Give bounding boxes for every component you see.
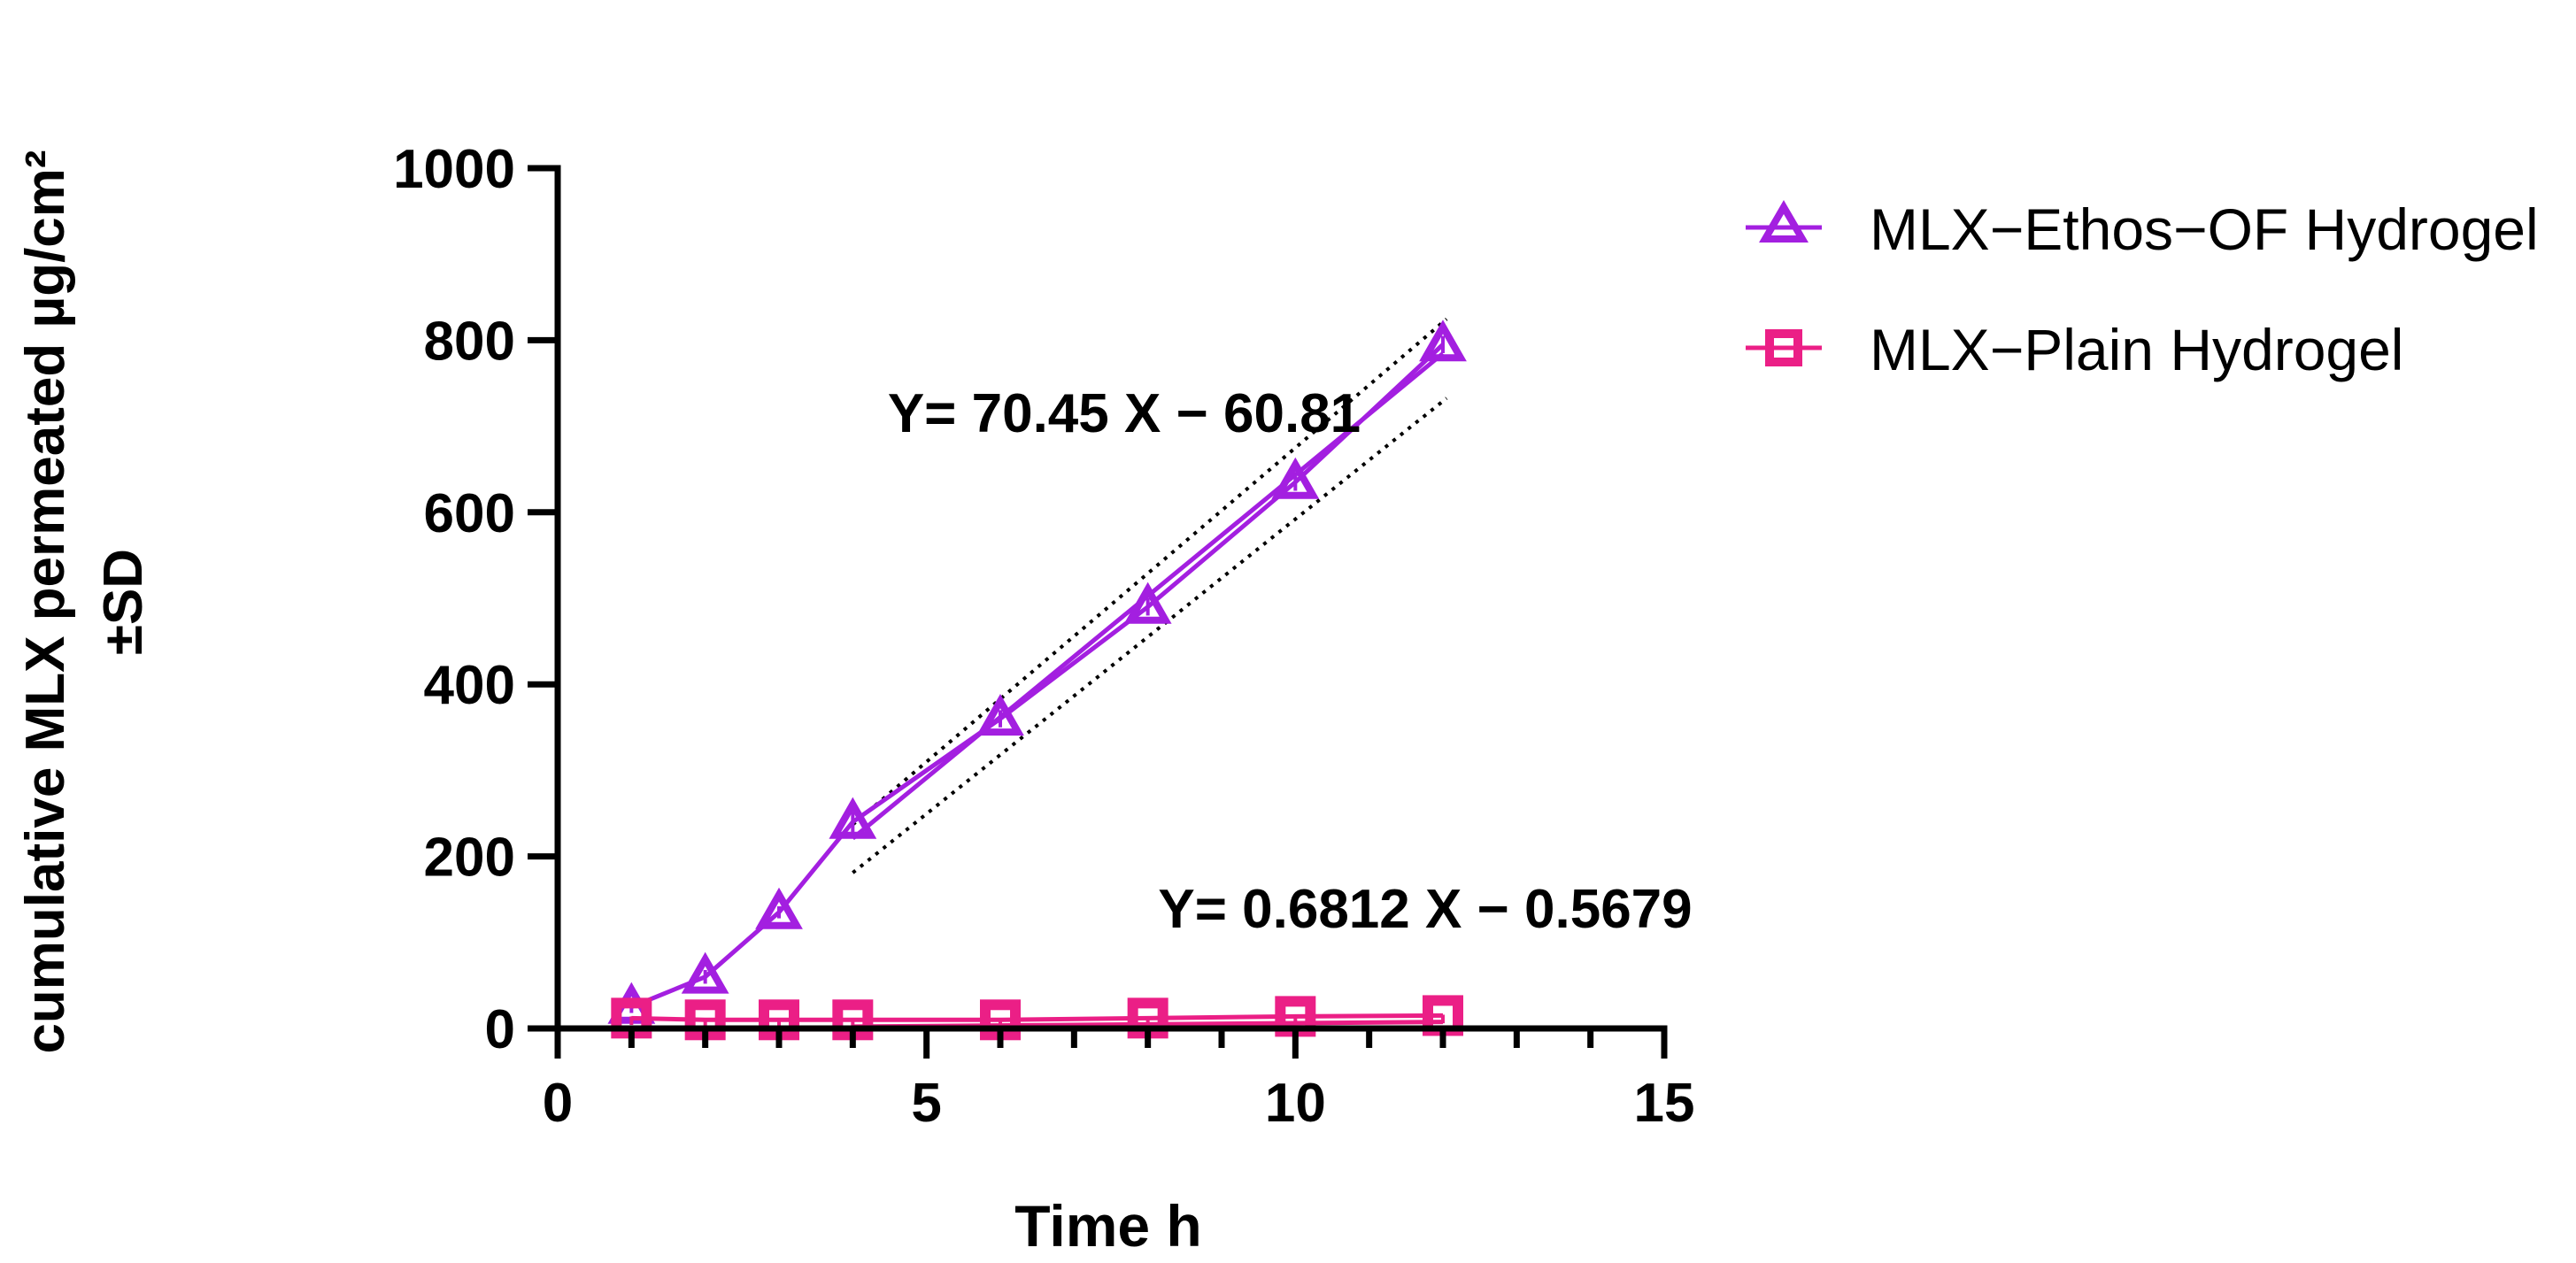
- series-line-1: [631, 1013, 1444, 1022]
- y-axis-label-line1: cumulative MLX permeated µg/cm²: [15, 150, 76, 1053]
- legend: MLX−Ethos−OF Hydrogel MLX−Plain Hydrogel: [1746, 196, 2539, 382]
- legend-label-plain: MLX−Plain Hydrogel: [1870, 317, 2403, 382]
- data-point-triangle: [1123, 581, 1172, 624]
- triangle-marker-icon: [1759, 200, 1809, 243]
- x-tick-label: 15: [1634, 1073, 1695, 1134]
- confidence-band-upper-0: [852, 317, 1448, 827]
- series-line-0: [630, 343, 1445, 1010]
- data-point-triangle: [1419, 320, 1467, 362]
- x-tick-label: 5: [911, 1073, 941, 1134]
- data-point-triangle: [681, 951, 729, 994]
- regression-equation-ethos: Y= 70.45 X − 60.81: [888, 383, 1361, 444]
- y-tick-label: 0: [485, 999, 515, 1060]
- x-tick-label: 10: [1265, 1073, 1326, 1134]
- x-axis-label: Time h: [1014, 1193, 1202, 1259]
- data-point-triangle: [829, 797, 877, 839]
- y-tick-label: 400: [424, 655, 515, 716]
- data-point-triangle: [976, 694, 1024, 736]
- data-point-triangle: [755, 887, 803, 929]
- data-point-triangle: [1271, 457, 1320, 499]
- confidence-band-lower-0: [852, 397, 1448, 874]
- y-tick-label: 600: [424, 483, 515, 544]
- y-axis-label-line2: ±SD: [93, 549, 154, 655]
- x-tick-label: 0: [543, 1073, 573, 1134]
- square-marker-icon: [1765, 329, 1802, 366]
- y-tick-label: 1000: [393, 139, 515, 200]
- axes: 0 200 400 600 800 1000 0 5 10 15: [393, 139, 1694, 1134]
- y-tick-label: 800: [424, 311, 515, 372]
- legend-item-plain: MLX−Plain Hydrogel: [1746, 317, 2403, 382]
- legend-item-ethos: MLX−Ethos−OF Hydrogel: [1746, 196, 2539, 262]
- y-tick-label: 200: [424, 828, 515, 889]
- regression-equation-plain: Y= 0.6812 X − 0.5679: [1158, 879, 1692, 940]
- legend-label-ethos: MLX−Ethos−OF Hydrogel: [1870, 196, 2539, 262]
